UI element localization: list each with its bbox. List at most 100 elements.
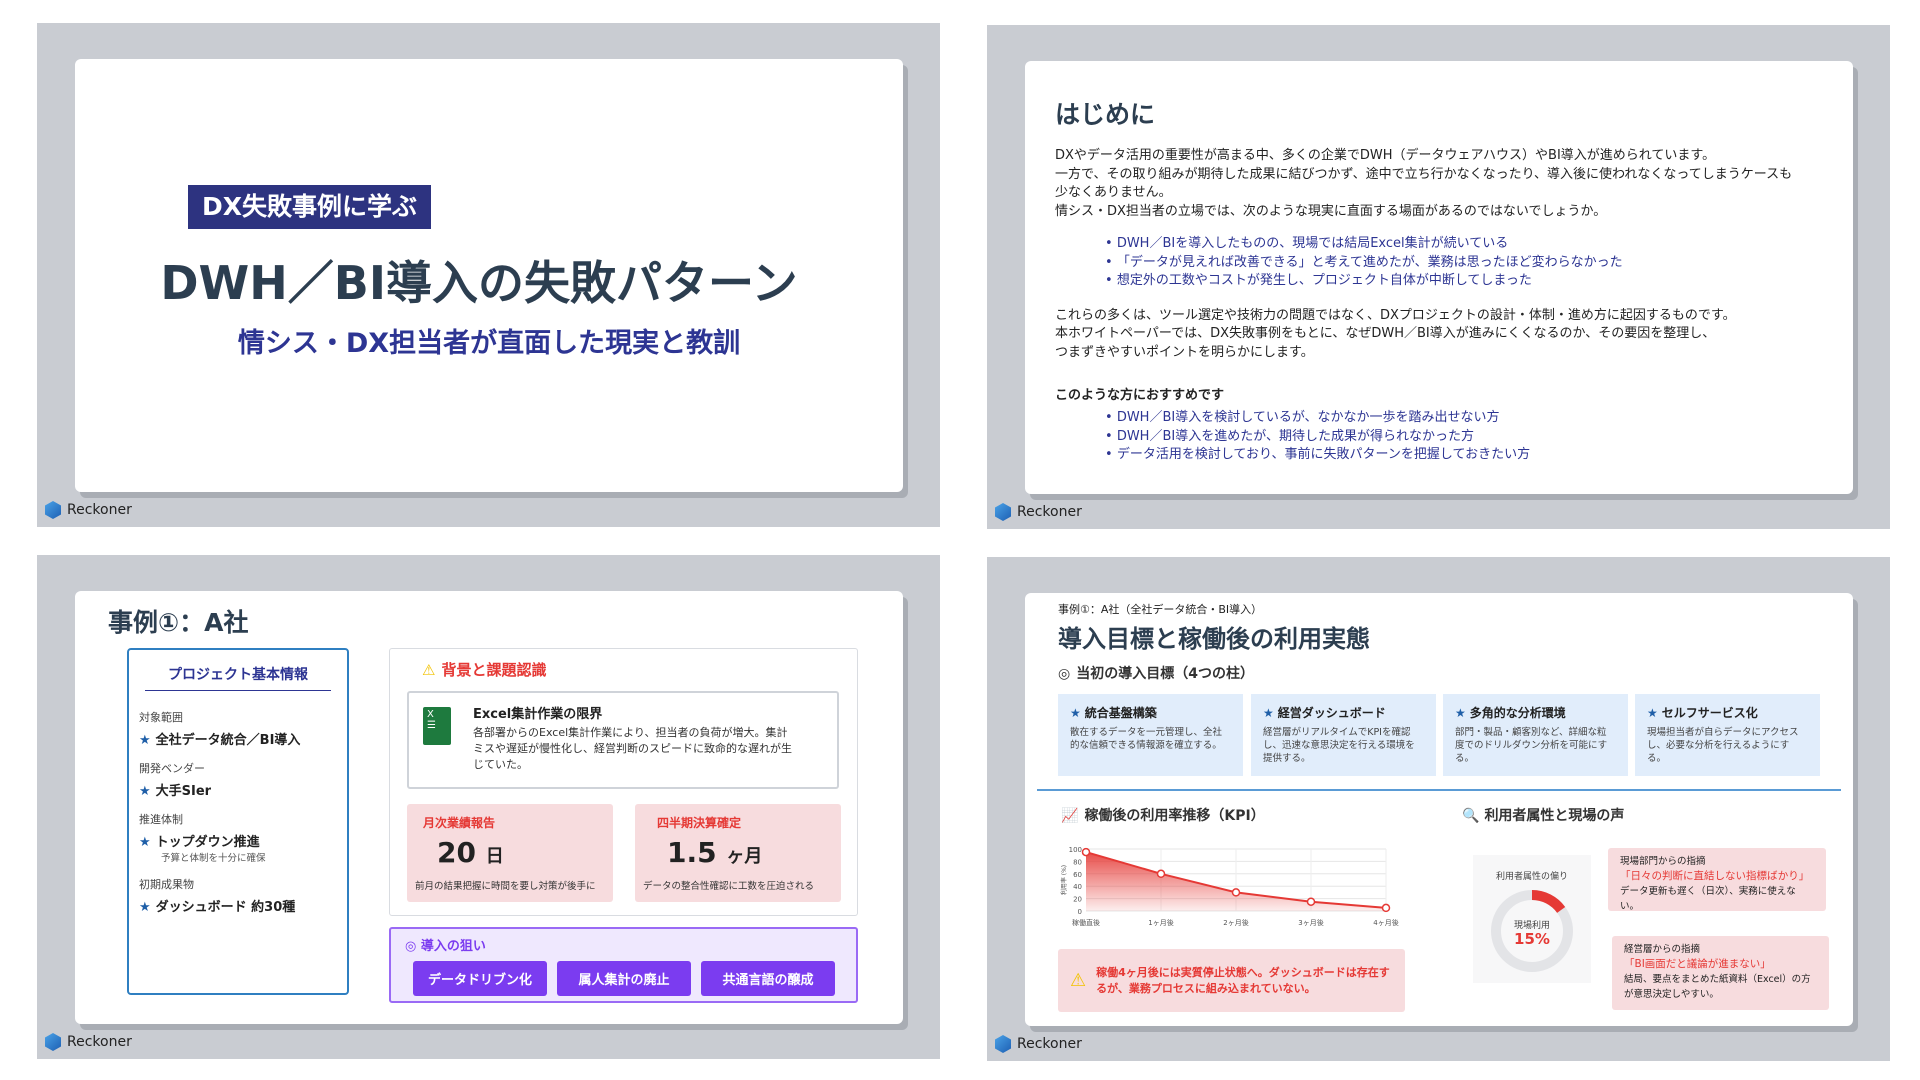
star-icon: ★ <box>139 784 151 799</box>
warning-icon: ⚠ <box>1070 970 1087 991</box>
metric-value: 20 日 <box>437 836 504 869</box>
goal-card: ★ 経営ダッシュボード 経営層がリアルタイムでKPIを確認し、迅速な意思決定を行える… <box>1251 694 1436 776</box>
star-icon: ★ <box>139 835 151 850</box>
metric-note: 前月の結果把握に時間を要し対策が後手に <box>415 881 596 892</box>
metric-label: 四半期決算確定 <box>657 816 742 830</box>
body-line: つまずきやすいポイントを明らかにします。 <box>1055 344 1314 360</box>
star-icon: ★ <box>1647 706 1658 720</box>
field-note: 予算と体制を十分に確保 <box>161 853 266 864</box>
y-tick-label: 20 <box>1073 896 1082 904</box>
data-point <box>1306 897 1316 906</box>
field-value: ★ トップダウン推進 <box>139 835 260 850</box>
field-value: ★ ダッシュボード 約30種 <box>139 900 296 915</box>
intro-line: 一方で、その取り組みが期待した成果に結びつかず、途中で立ち行かなくなったり、導入… <box>1055 166 1793 182</box>
logo-icon <box>45 1033 61 1051</box>
goal-card: ★ 多角的な分析環境 部門・製品・顧客別など、詳細な粒度でのドリルダウン分析を可能に… <box>1443 694 1628 776</box>
slide-card: DX失敗事例に学ぶ DWH／BI導入の失敗パターン 情シス・DX担当者が直面した… <box>75 59 903 492</box>
excel-title: Excel集計作業の限界 <box>473 707 603 722</box>
bullet-item: DWH／BIを導入したものの、現場では結局Excel集計が続いている <box>1105 235 1823 254</box>
star-icon: ★ <box>139 900 151 915</box>
reckoner-logo: Reckoner <box>45 1033 132 1051</box>
heading: はじめに <box>1055 100 1156 129</box>
goals-heading: ◎ 当初の導入目標（4つの柱） <box>1058 666 1254 682</box>
y-tick-label: 0 <box>1078 908 1082 916</box>
bullet-item: DWH／BI導入を進めたが、期待した成果が得られなかった方 <box>1105 428 1823 447</box>
reckoner-logo: Reckoner <box>45 501 132 519</box>
y-tick-label: 40 <box>1073 883 1082 891</box>
field-label: 推進体制 <box>139 813 183 826</box>
y-tick-label: 100 <box>1069 846 1082 854</box>
body-line: 本ホワイトペーパーでは、DX失敗事例をもとに、なぜDWH／BI導入が進みにくくな… <box>1055 326 1716 341</box>
star-icon: ★ <box>139 733 151 748</box>
donut-value: 15% <box>1514 930 1550 948</box>
metric-note: データの整合性確認に工数を圧迫される <box>643 881 815 892</box>
body-line: これらの多くは、ツール選定や技術力の問題ではなく、DXプロジェクトの設計・体制・… <box>1055 307 1736 323</box>
star-icon: ★ <box>1070 706 1081 720</box>
brand-name: Reckoner <box>1017 1036 1082 1052</box>
bullet-item: 「データが見えれば改善できる」と考えて進めたが、業務は思ったほど変わらなかった <box>1105 254 1823 273</box>
logo-icon <box>45 501 61 519</box>
project-info-panel: プロジェクト基本情報 対象範囲 ★ 全社データ統合／BI導入 開発ベンダー ★ 大手… <box>127 648 349 995</box>
donut-chart: 現場利用 15% <box>1491 890 1573 972</box>
voice-quote: 「日々の判断に直結しない指標ばかり」 <box>1620 870 1810 882</box>
slide-card: 事例①：A社 プロジェクト基本情報 対象範囲 ★ 全社データ統合／BI導入 開発ベ… <box>75 591 903 1024</box>
line-chart-icon: 📈 <box>1061 808 1079 824</box>
intro-line: 少なくありません。 <box>1055 185 1172 200</box>
field-value: ★ 全社データ統合／BI導入 <box>139 733 301 748</box>
voice-quote: 「BI画面だと議論が進まない」 <box>1624 958 1771 970</box>
slide-card: 事例①：A社（全社データ統合・BI導入） 導入目標と稼働後の利用実態 ◎ 当初の導… <box>1025 593 1853 1026</box>
background-heading: ⚠ 背景と課題認識 <box>422 661 547 679</box>
goal-card: ★ 統合基盤構築 散在するデータを一元管理し、全社的な信頼できる情報源を確立する。 <box>1058 694 1243 776</box>
voice-source: 経営層からの指摘 <box>1624 944 1701 955</box>
area-fill <box>1086 852 1386 911</box>
data-point <box>1231 888 1241 897</box>
bullet-item: データ活用を検討しており、事前に失敗パターンを把握しておきたい方 <box>1105 446 1823 465</box>
y-axis-label: 利用率 (%) <box>1060 865 1068 895</box>
panel-heading: プロジェクト基本情報 <box>145 664 331 691</box>
excel-text: 各部署からのExcel集計作業により、担当者の負荷が増大。集計ミスや遅延が慢性化… <box>473 726 792 771</box>
aims-heading: ◎ 導入の狙い <box>405 939 486 954</box>
field-label: 初期成果物 <box>139 878 194 891</box>
brand-name: Reckoner <box>67 1034 132 1050</box>
reckoner-logo: Reckoner <box>995 1035 1082 1053</box>
donut-title: 利用者属性の偏り <box>1495 872 1568 882</box>
slide-title: 事例①：A社 <box>108 608 249 637</box>
search-icon: 🔍 <box>1462 808 1480 824</box>
x-tick-label: 3ヶ月後 <box>1298 918 1323 927</box>
warning-box: ⚠ 稼働4ヶ月後には実質停止状態へ。ダッシュボードは存在するが、業務プロセスに組… <box>1058 949 1405 1012</box>
aim-button[interactable]: 共通言語の醸成 <box>701 961 835 996</box>
slide-4[interactable]: 事例①：A社（全社データ統合・BI導入） 導入目標と稼働後の利用実態 ◎ 当初の導… <box>987 557 1890 1061</box>
reckoner-logo: Reckoner <box>995 503 1082 521</box>
voice-card: 現場部門からの指摘 「日々の判断に直結しない指標ばかり」 データ更新も遅く（日次… <box>1608 848 1826 912</box>
brand-name: Reckoner <box>1017 504 1082 520</box>
spreadsheet-icon: X ☰ <box>423 707 451 745</box>
voice-text: 結局、要点をまとめた紙資料（Excel）の方が意思決定しやすい。 <box>1624 974 1811 1000</box>
aim-button[interactable]: 属人集計の廃止 <box>557 961 691 996</box>
title-badge: DX失敗事例に学ぶ <box>188 185 432 229</box>
sub-heading: このような方におすすめです <box>1055 388 1225 403</box>
slide-1[interactable]: DX失敗事例に学ぶ DWH／BI導入の失敗パターン 情シス・DX担当者が直面した… <box>37 23 940 527</box>
metric-label: 月次業績報告 <box>423 816 496 830</box>
x-tick-label: 稼働直後 <box>1072 918 1100 927</box>
slide-2[interactable]: はじめに DXやデータ活用の重要性が高まる中、多くの企業でDWH（データウェアハ… <box>987 25 1890 529</box>
brand-name: Reckoner <box>67 502 132 518</box>
metric-card: 月次業績報告 20 日 前月の結果把握に時間を要し対策が後手に <box>407 804 613 902</box>
donut-label: 現場利用 <box>1514 919 1550 931</box>
excel-limit-box: X ☰ Excel集計作業の限界 各部署からのExcel集計作業により、担当者の負… <box>407 691 839 789</box>
y-tick-label: 80 <box>1073 858 1082 866</box>
intro-line: 情シス・DX担当者の立場では、次のような現実に直面する場面があるのではないでしょ… <box>1055 203 1607 219</box>
warning-text: 稼働4ヶ月後には実質停止状態へ。ダッシュボードは存在するが、業務プロセスに組み込… <box>1096 965 1390 995</box>
star-icon: ★ <box>1263 706 1274 720</box>
y-tick-label: 60 <box>1073 871 1082 879</box>
aim-button[interactable]: データドリブン化 <box>413 961 547 996</box>
voice-source: 現場部門からの指摘 <box>1620 856 1706 867</box>
data-point <box>1081 847 1091 857</box>
divider <box>1037 789 1841 791</box>
slide-3[interactable]: 事例①：A社 プロジェクト基本情報 対象範囲 ★ 全社データ統合／BI導入 開発ベ… <box>37 555 940 1059</box>
voice-text: データ更新も遅く（日次）、実務に使えない。 <box>1620 886 1796 912</box>
metric-card: 四半期決算確定 1.5 ヶ月 データの整合性確認に工数を圧迫される <box>635 804 841 902</box>
voice-heading: 🔍 利用者属性と現場の声 <box>1462 808 1625 824</box>
logo-icon <box>995 1035 1011 1053</box>
bullet-item: 想定外の工数やコストが発生し、プロジェクト自体が中断してしまった <box>1105 272 1823 291</box>
field-label: 開発ベンダー <box>139 762 205 775</box>
